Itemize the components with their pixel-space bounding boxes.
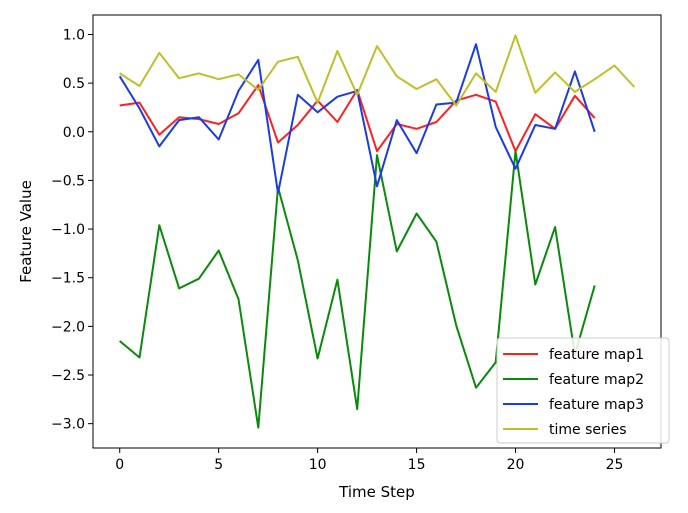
legend-label-4: time series (549, 422, 627, 438)
x-axis-label: Time Step (338, 483, 415, 501)
legend-box (496, 337, 670, 444)
series-line-4 (119, 34, 636, 107)
y-axis-ticks: 1.0 0.5 0.0 −0.5 −1.0 −1.5 −2.0 −2.5 −3.0 (51, 27, 93, 433)
x-tick-label: 15 (408, 457, 426, 473)
y-tick-label: 0.5 (63, 76, 85, 92)
y-tick-label: 1.0 (63, 27, 85, 43)
series-line-2 (119, 150, 596, 429)
y-tick-label: −2.5 (51, 368, 85, 384)
series-line-3 (118, 43, 596, 195)
y-axis-label: Feature Value (17, 180, 35, 283)
x-axis-ticks: 0 5 10 15 20 25 (115, 448, 623, 473)
legend-label-1: feature map1 (549, 347, 644, 363)
y-tick-label: −1.5 (51, 271, 85, 287)
legend: feature map1 feature map2 feature map3 time… (496, 337, 670, 444)
legend-label-2: feature map2 (549, 372, 644, 388)
y-tick-label: −1.0 (51, 222, 85, 238)
x-tick-label: 0 (115, 457, 124, 473)
x-tick-label: 25 (606, 457, 624, 473)
series-layer (118, 34, 636, 429)
x-tick-label: 10 (309, 457, 327, 473)
y-tick-label: 0.0 (63, 125, 85, 141)
y-tick-label: −3.0 (51, 417, 85, 433)
legend-label-3: feature map3 (549, 397, 644, 413)
y-tick-label: −2.0 (51, 319, 85, 335)
y-tick-label: −0.5 (51, 173, 85, 189)
x-tick-label: 20 (507, 457, 525, 473)
x-tick-label: 5 (214, 457, 223, 473)
